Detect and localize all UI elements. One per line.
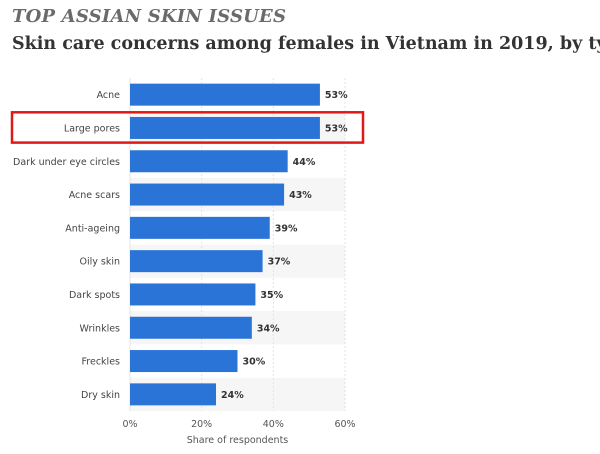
x-tick-label: 20% bbox=[191, 419, 212, 430]
value-label: 30% bbox=[243, 357, 266, 368]
bar bbox=[130, 383, 216, 406]
value-label: 37% bbox=[268, 257, 291, 268]
x-axis: 0% 20% 40% 60% bbox=[122, 419, 355, 430]
category-label: Dark under eye circles bbox=[13, 157, 120, 168]
labels: Acne 53% Large pores 53% Dark under eye circ… bbox=[13, 90, 348, 401]
value-label: 24% bbox=[221, 390, 244, 401]
value-label: 43% bbox=[289, 190, 312, 201]
bar bbox=[130, 350, 238, 373]
chart-title: Skin care concerns among females in Viet… bbox=[12, 34, 600, 54]
category-label: Anti-ageing bbox=[65, 223, 120, 234]
x-tick-label: 60% bbox=[334, 419, 355, 430]
x-tick-label: 40% bbox=[263, 419, 284, 430]
highlight-box bbox=[10, 111, 365, 144]
value-label: 34% bbox=[257, 323, 280, 334]
value-label: 35% bbox=[260, 290, 283, 301]
x-tick-label: 0% bbox=[122, 419, 137, 430]
category-label: Oily skin bbox=[79, 257, 120, 268]
bar bbox=[130, 183, 285, 206]
bar bbox=[130, 216, 270, 239]
bar bbox=[130, 116, 320, 139]
bar bbox=[130, 150, 288, 173]
category-label: Freckles bbox=[82, 357, 121, 368]
category-label: Acne scars bbox=[69, 190, 120, 201]
value-label: 39% bbox=[275, 223, 298, 234]
x-axis-title: Share of respondents bbox=[187, 435, 289, 446]
category-label: Dry skin bbox=[81, 390, 120, 401]
category-label: Wrinkles bbox=[80, 323, 121, 334]
category-label: Dark spots bbox=[69, 290, 120, 301]
bar bbox=[130, 316, 252, 339]
value-label: 44% bbox=[293, 157, 316, 168]
chart-kicker: TOP ASSIAN SKIN ISSUES bbox=[12, 6, 287, 27]
value-label: 53% bbox=[325, 123, 348, 134]
category-label: Acne bbox=[97, 90, 121, 101]
bar bbox=[130, 283, 256, 306]
bar bbox=[130, 250, 263, 273]
bar bbox=[130, 83, 320, 106]
category-label: Large pores bbox=[64, 123, 120, 134]
value-label: 53% bbox=[325, 90, 348, 101]
bars bbox=[130, 83, 320, 406]
